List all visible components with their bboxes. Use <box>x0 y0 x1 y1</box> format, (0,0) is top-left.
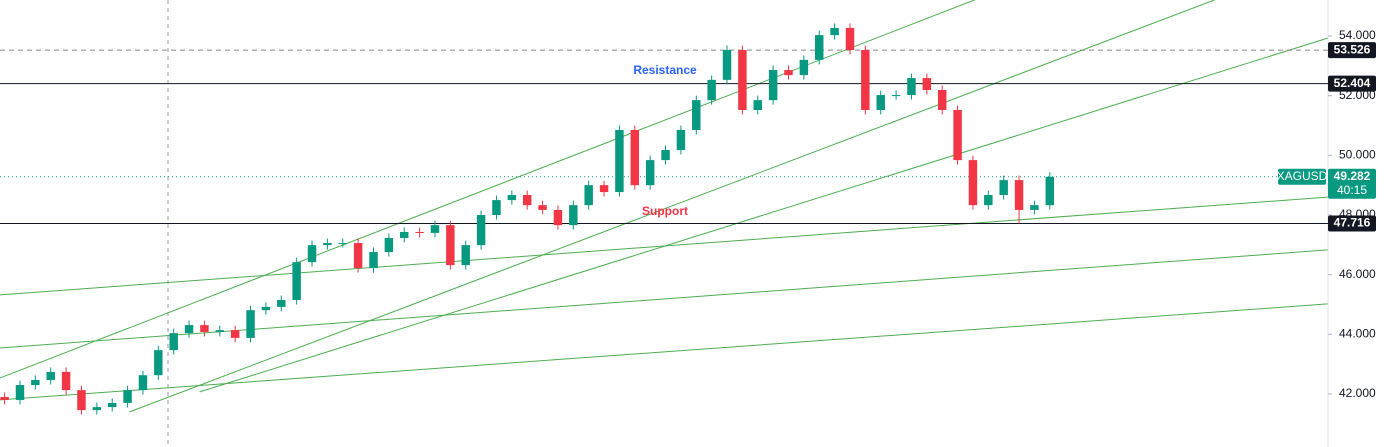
candle-body <box>753 100 762 110</box>
candle-body <box>630 129 640 186</box>
symbol-tag <box>1278 168 1326 185</box>
candle-body <box>77 390 86 411</box>
trendline <box>199 37 1328 393</box>
candle-body <box>261 306 271 311</box>
candle-body <box>907 78 916 96</box>
candle-body <box>446 225 455 266</box>
candle-body <box>553 209 563 226</box>
candle-body <box>292 262 301 301</box>
candle-body <box>400 232 409 238</box>
candle-body <box>937 90 947 110</box>
candle-body <box>676 129 686 150</box>
candle-body <box>538 205 547 210</box>
candle-body <box>46 371 55 380</box>
candle-body <box>845 27 855 51</box>
candle-body <box>569 205 578 226</box>
y-tick-label: 42.000 <box>1339 386 1376 400</box>
trendline <box>0 0 975 379</box>
candle-body <box>661 149 670 161</box>
price-tag-label: 47.716 <box>1334 216 1371 230</box>
candle-body <box>799 59 809 76</box>
candle-body <box>61 371 71 391</box>
annotation: Support <box>642 204 688 218</box>
candle-body <box>415 232 424 234</box>
price-tag-label: 49.282 <box>1334 169 1371 183</box>
y-tick-label: 54.000 <box>1339 28 1376 42</box>
candle-body <box>599 185 609 193</box>
candle-body <box>0 396 9 400</box>
trendline <box>129 0 1215 413</box>
candle-body <box>891 95 901 97</box>
candle-body <box>953 109 962 161</box>
candle-body <box>645 160 655 186</box>
candle-body <box>768 70 778 101</box>
candle-body <box>246 310 255 338</box>
candle-body <box>861 50 870 110</box>
candle-body <box>31 379 40 386</box>
candle-body <box>200 325 209 332</box>
candle-body <box>584 185 593 206</box>
candle-body <box>307 245 317 263</box>
countdown: 40:15 <box>1337 183 1367 197</box>
candle-body <box>338 243 347 245</box>
candle-body <box>815 35 824 60</box>
candle-body <box>430 225 440 233</box>
candle-body <box>1014 180 1024 210</box>
candle-body <box>323 243 332 246</box>
candle-body <box>123 390 132 403</box>
annotation: Resistance <box>633 63 697 77</box>
candle-body <box>784 70 793 76</box>
price-tag-label: 53.526 <box>1334 42 1371 56</box>
candle-body <box>92 407 102 411</box>
y-tick-label: 46.000 <box>1339 267 1376 281</box>
candle-body <box>461 245 470 266</box>
candle-body <box>384 237 394 252</box>
price-tag <box>1328 42 1376 59</box>
price-tag-label: 52.404 <box>1334 76 1371 90</box>
candle-body <box>999 180 1008 196</box>
candle-body <box>692 100 701 130</box>
candle-body <box>215 330 225 332</box>
candle-body <box>476 214 486 246</box>
candle-body <box>1030 205 1039 210</box>
candle-body <box>722 50 732 80</box>
candle-body <box>169 333 178 351</box>
candle-body <box>984 195 993 206</box>
candle-body <box>230 330 240 338</box>
trendline <box>0 196 1328 296</box>
candle-body <box>522 195 532 206</box>
candle-body <box>615 129 624 193</box>
symbol-label: XAGUSD <box>1277 169 1328 183</box>
candle-body <box>507 195 517 201</box>
candle-body <box>138 375 148 391</box>
price-tag <box>1328 215 1376 232</box>
candle-body <box>353 243 363 269</box>
candle-body <box>876 95 885 110</box>
candle-body <box>738 50 747 110</box>
price-tag <box>1328 75 1376 92</box>
y-tick-label: 44.000 <box>1339 326 1376 340</box>
candle-body <box>707 79 716 101</box>
candle-body <box>107 402 117 408</box>
candle-body <box>369 251 378 269</box>
candle-body <box>830 27 839 36</box>
candle-body <box>277 300 286 307</box>
trendline <box>0 303 1328 401</box>
candle-body <box>15 385 25 400</box>
price-tag <box>1328 168 1376 199</box>
candle-body <box>184 325 194 334</box>
y-tick-label: 50.000 <box>1339 148 1376 162</box>
candle-body <box>922 78 932 91</box>
candle-body <box>968 160 978 206</box>
candle-body <box>154 350 163 376</box>
candle-body <box>492 200 501 215</box>
candle-body <box>1045 176 1055 206</box>
